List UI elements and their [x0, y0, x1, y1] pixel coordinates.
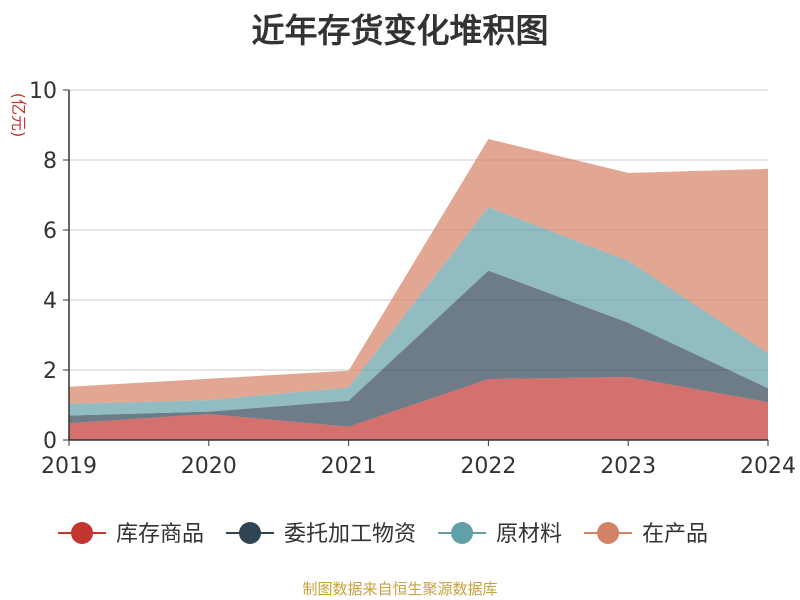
y-tick-label: 10 — [29, 79, 57, 104]
x-tick-label: 2019 — [41, 454, 97, 479]
chart-title: 近年存货变化堆积图 — [251, 11, 549, 50]
x-tick-label: 2024 — [740, 454, 796, 479]
legend-label-3: 在产品 — [642, 522, 708, 547]
y-tick-label: 6 — [43, 219, 57, 244]
legend-label-1: 委托加工物资 — [284, 522, 416, 547]
area-series-3 — [69, 139, 768, 404]
x-tick-label: 2023 — [600, 454, 656, 479]
legend-marker-3 — [597, 522, 620, 544]
legend-marker-0 — [71, 522, 93, 544]
x-tick-label: 2020 — [181, 454, 237, 479]
x-tick-label: 2021 — [321, 454, 377, 479]
legend-label-0: 库存商品 — [116, 522, 204, 547]
y-tick-label: 2 — [43, 359, 57, 384]
area-series-2 — [69, 207, 768, 416]
y-tick-label: 4 — [43, 289, 57, 314]
area-series-1 — [69, 270, 768, 427]
x-tick-label: 2022 — [460, 454, 516, 479]
legend-marker-2 — [451, 522, 474, 544]
area-series-0 — [69, 377, 768, 440]
legend-label-2: 原材料 — [496, 522, 562, 547]
y-tick-label: 0 — [43, 429, 57, 454]
y-axis-label: (亿元) — [9, 93, 28, 138]
source-note: 制图数据来自恒生聚源数据库 — [302, 580, 498, 598]
y-tick-label: 8 — [43, 149, 57, 174]
legend-marker-1 — [239, 522, 262, 544]
